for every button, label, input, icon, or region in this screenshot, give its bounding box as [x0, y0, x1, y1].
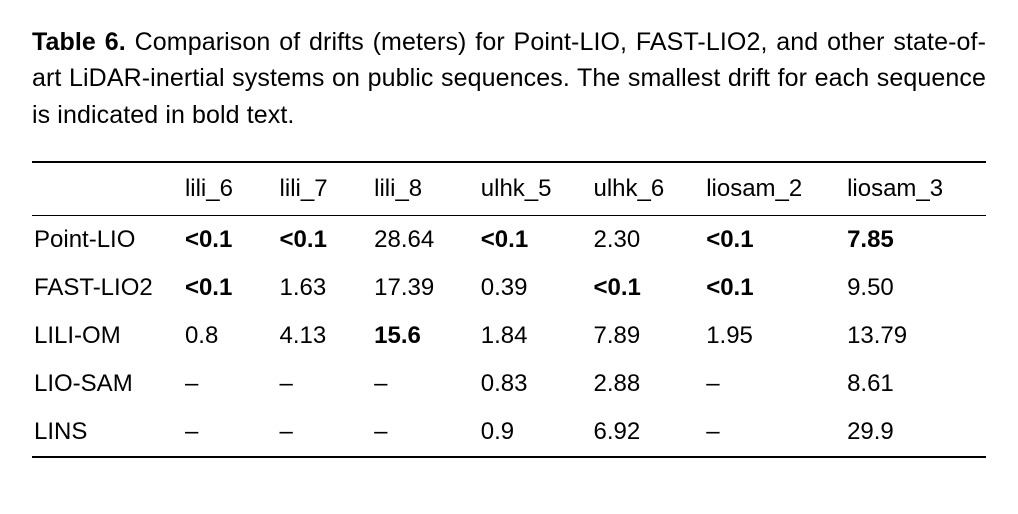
table-cell: <0.1 — [183, 264, 278, 312]
table-header-row: lili_6 lili_7 lili_8 ulhk_5 ulhk_6 liosa… — [32, 162, 986, 216]
table-row: LINS–––0.96.92–29.9 — [32, 408, 986, 457]
row-label: LIO-SAM — [32, 360, 183, 408]
table-cell: – — [704, 360, 845, 408]
col-header: liosam_2 — [704, 162, 845, 216]
table-cell: 1.84 — [479, 312, 592, 360]
table-cell: 2.88 — [591, 360, 704, 408]
table-cell: <0.1 — [183, 215, 278, 264]
table-row: FAST-LIO2<0.11.6317.390.39<0.1<0.19.50 — [32, 264, 986, 312]
col-header: ulhk_6 — [591, 162, 704, 216]
table-cell: 29.9 — [845, 408, 986, 457]
row-label: LINS — [32, 408, 183, 457]
table-label: Table 6. — [32, 28, 126, 56]
col-header: lili_6 — [183, 162, 278, 216]
table-cell: 0.83 — [479, 360, 592, 408]
table-cell: 1.63 — [278, 264, 373, 312]
table-cell: <0.1 — [704, 215, 845, 264]
table-row: Point-LIO<0.1<0.128.64<0.12.30<0.17.85 — [32, 215, 986, 264]
table-cell: 7.89 — [591, 312, 704, 360]
table-row: LIO-SAM–––0.832.88–8.61 — [32, 360, 986, 408]
table-cell: 6.92 — [591, 408, 704, 457]
row-label: LILI-OM — [32, 312, 183, 360]
table-cell: 7.85 — [845, 215, 986, 264]
col-header: liosam_3 — [845, 162, 986, 216]
table-cell: 0.9 — [479, 408, 592, 457]
table-row: LILI-OM0.84.1315.61.847.891.9513.79 — [32, 312, 986, 360]
table-caption-text: Comparison of drifts (meters) for Point-… — [32, 28, 986, 129]
table-cell: <0.1 — [591, 264, 704, 312]
table-body: Point-LIO<0.1<0.128.64<0.12.30<0.17.85FA… — [32, 215, 986, 457]
table-cell: <0.1 — [704, 264, 845, 312]
col-header: ulhk_5 — [479, 162, 592, 216]
col-header: lili_7 — [278, 162, 373, 216]
table-cell: 0.8 — [183, 312, 278, 360]
table-cell: <0.1 — [278, 215, 373, 264]
table-cell: 4.13 — [278, 312, 373, 360]
table-corner-cell — [32, 162, 183, 216]
table-cell: <0.1 — [479, 215, 592, 264]
table-cell: – — [183, 360, 278, 408]
table-cell: 13.79 — [845, 312, 986, 360]
table-cell: 9.50 — [845, 264, 986, 312]
table-cell: – — [183, 408, 278, 457]
table-cell: 2.30 — [591, 215, 704, 264]
table-cell: – — [372, 408, 479, 457]
table-cell: 1.95 — [704, 312, 845, 360]
table-cell: 17.39 — [372, 264, 479, 312]
table-cell: 15.6 — [372, 312, 479, 360]
row-label: Point-LIO — [32, 215, 183, 264]
col-header: lili_8 — [372, 162, 479, 216]
table-cell: – — [704, 408, 845, 457]
drift-table: lili_6 lili_7 lili_8 ulhk_5 ulhk_6 liosa… — [32, 161, 986, 458]
table-cell: 8.61 — [845, 360, 986, 408]
table-cell: – — [372, 360, 479, 408]
table-cell: 28.64 — [372, 215, 479, 264]
row-label: FAST-LIO2 — [32, 264, 183, 312]
table-cell: 0.39 — [479, 264, 592, 312]
table-cell: – — [278, 360, 373, 408]
table-caption: Table 6. Comparison of drifts (meters) f… — [32, 24, 986, 133]
table-cell: – — [278, 408, 373, 457]
